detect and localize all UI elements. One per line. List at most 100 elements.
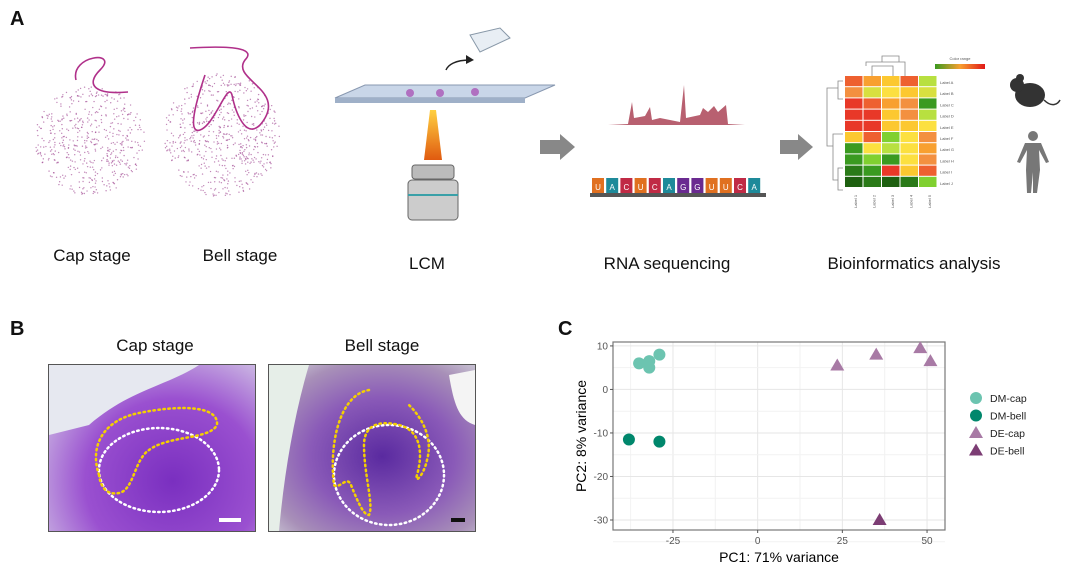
legend-marker-DM-cap (970, 392, 982, 404)
heatmap-cell (919, 87, 937, 98)
step-label-rna-sequencing: RNA sequencing (603, 254, 731, 273)
nucleotide-C (648, 178, 661, 193)
image-title-cap-stage: Cap stage (116, 336, 194, 355)
heatmap-row-label: Label B (940, 91, 954, 96)
heatmap-cell (919, 98, 937, 109)
data-point-DM-bell (622, 433, 635, 446)
heatmap-cell (845, 98, 863, 109)
y-tick-label: 0 (602, 385, 608, 396)
heatmap-row-label: Label A (940, 80, 954, 85)
heatmap-cell (882, 143, 900, 154)
heatmap-cell (845, 176, 863, 187)
nucleotide-U (705, 178, 718, 193)
legend-marker-DE-bell (969, 443, 983, 456)
column-dendrogram (865, 55, 906, 76)
nucleotide-C (734, 178, 746, 193)
heatmap-cell (919, 165, 937, 176)
nucleotide-letter: U (638, 183, 644, 192)
heatmap-cell (919, 143, 937, 154)
nucleotide-letter: C (652, 183, 658, 192)
heatmap-cell (882, 109, 900, 120)
heatmap-cell (863, 132, 881, 143)
data-point-DM-cap (643, 361, 656, 374)
heatmap-cell (900, 143, 918, 154)
heatmap-row-label: Label C (940, 102, 954, 107)
mouse-icon (1010, 74, 1061, 107)
x-tick-label: 25 (837, 536, 849, 547)
nucleotide-G (691, 178, 704, 193)
nucleotide-letter: A (666, 183, 672, 192)
nucleotide-letter: U (723, 183, 729, 192)
legend-label: DE-cap (990, 428, 1025, 440)
x-tick-label: 0 (755, 536, 761, 547)
legend-label: DM-cap (990, 393, 1027, 405)
heatmap-row-label: Label I (940, 170, 952, 175)
heatmap-cell (845, 132, 863, 143)
heatmap-cell (900, 120, 918, 131)
heatmap-cell (919, 154, 937, 165)
row-dendrogram (826, 80, 843, 191)
heatmap-cell (900, 76, 918, 87)
heatmap-cell (863, 120, 881, 131)
heatmap-cell (845, 120, 863, 131)
y-tick-label: -20 (594, 472, 609, 483)
heatmap-row-label: Label E (940, 125, 954, 130)
heatmap-col-label: Label 3 (890, 194, 895, 208)
heatmap-row-label: Label H (940, 158, 954, 163)
histology-image-bell-stage (268, 364, 476, 532)
heatmap-cell (900, 154, 918, 165)
nucleotide-U (592, 178, 604, 193)
heatmap-cell (919, 76, 937, 87)
heatmap-cell (882, 154, 900, 165)
nucleotide-letter: G (694, 183, 700, 192)
heatmap-cell (882, 176, 900, 187)
heatmap-row-label: Label G (940, 147, 954, 152)
heatmap-cell (863, 76, 881, 87)
heatmap-icon: Label A Label B Label C Label D Label E Label… (826, 55, 985, 208)
panel-label-b: B (10, 318, 25, 340)
legend-marker-DM-bell (970, 409, 982, 422)
x-tick-label: -25 (666, 536, 681, 547)
heatmap-col-label: Label 4 (909, 194, 914, 208)
heatmap-cell (919, 109, 937, 120)
nucleotide-U (634, 178, 647, 193)
heatmap-cell (845, 143, 863, 154)
data-point-DE-cap (923, 354, 938, 367)
heatmap-cell (863, 87, 881, 98)
heatmap-cell (882, 87, 900, 98)
heatmap-row-label: Label J (940, 181, 953, 186)
plot-border (612, 341, 946, 531)
nucleotide-letter: C (624, 183, 630, 192)
histology-image-cap-stage (48, 364, 256, 532)
data-point-DM-cap (653, 348, 666, 361)
heatmap-cell (919, 120, 937, 131)
y-tick-label: 10 (597, 341, 609, 352)
nucleotide-letter: C (737, 183, 743, 192)
heatmap-cell (900, 132, 918, 143)
collection-tube-icon (445, 27, 511, 71)
heatmap-col-label: Label 5 (927, 194, 932, 208)
heatmap-cell (900, 87, 918, 98)
nucleotide-G (677, 178, 690, 193)
heatmap-cell (919, 176, 937, 187)
human-icon (1017, 131, 1049, 193)
heatmap-cell (845, 109, 863, 120)
heatmap-cell (863, 143, 881, 154)
heatmap-cell (845, 76, 863, 87)
color-range-label: Color range (950, 56, 972, 61)
legend-marker-DE-cap (969, 426, 983, 438)
pca-scatter-plot: -25 0 25 50 10 0 -10 -20 -30 PC1: 71% variance P… (573, 341, 1027, 563)
bell-stage-tissue-icon (164, 46, 281, 197)
data-point-DE-cap (830, 358, 845, 371)
heatmap-col-label: Label 1 (853, 194, 858, 208)
step-label-lcm: LCM (409, 254, 445, 273)
heatmap-cell (863, 98, 881, 109)
arrow-icon (540, 134, 575, 160)
heatmap-cell (900, 176, 918, 187)
legend-label: DE-bell (990, 446, 1024, 458)
step-label-bioinformatics: Bioinformatics analysis (827, 254, 1001, 273)
heatmap-cell (863, 154, 881, 165)
data-point-DM-bell (653, 435, 666, 448)
nucleotide-letter: U (709, 183, 715, 192)
